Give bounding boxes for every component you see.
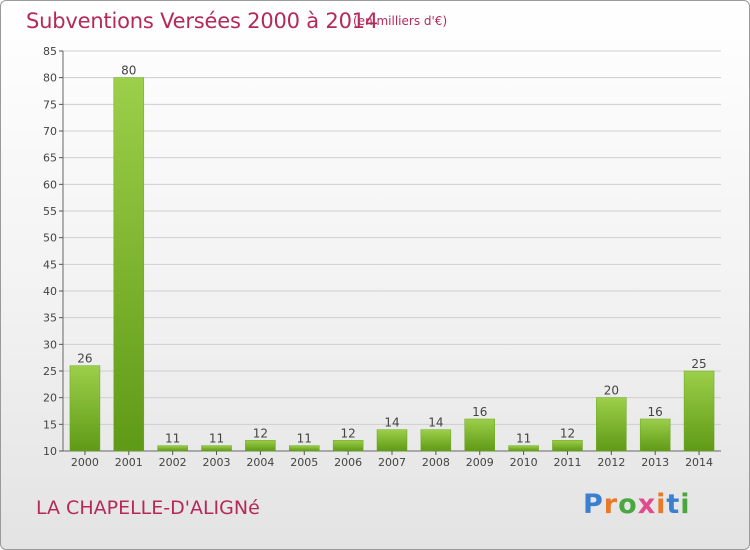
bar-2012 <box>596 397 627 452</box>
y-tick-label: 65 <box>43 152 57 165</box>
data-label-2004: 12 <box>253 426 268 440</box>
y-tick-label: 20 <box>43 392 57 405</box>
chart-unit-note: (en milliers d'€) <box>353 14 448 28</box>
data-label-2000: 26 <box>77 352 92 366</box>
x-tick-label-2008: 2008 <box>422 456 450 469</box>
bar-2014 <box>683 370 715 452</box>
logo-letter: i <box>680 489 691 520</box>
y-tick-label: 75 <box>43 98 57 111</box>
logo-letter: o <box>618 489 638 520</box>
data-label-2011: 12 <box>560 426 575 440</box>
x-tick-label-2007: 2007 <box>378 456 406 469</box>
bar-2007 <box>376 429 408 452</box>
logo-letter: x <box>637 489 657 520</box>
y-tick-label: 40 <box>43 285 57 298</box>
x-tick-label-2009: 2009 <box>466 456 494 469</box>
bar-2001 <box>113 77 145 452</box>
y-tick-label: 60 <box>43 178 57 191</box>
x-tick-label-2005: 2005 <box>290 456 318 469</box>
bar-2008 <box>420 429 452 452</box>
x-tick-label-2003: 2003 <box>203 456 231 469</box>
y-tick-label: 70 <box>43 125 57 138</box>
bar-2005 <box>289 445 320 452</box>
axes <box>62 51 721 452</box>
x-tick-label-2014: 2014 <box>685 456 713 469</box>
data-label-2008: 14 <box>428 416 443 430</box>
data-labels: 26 80 11 11 12 11 12 14 14 16 11 12 20 16 25 <box>77 64 706 446</box>
data-label-2001: 80 <box>121 64 136 78</box>
x-tick-label-2006: 2006 <box>334 456 362 469</box>
chart-title: Subventions Versées 2000 à 2014 <box>26 9 379 33</box>
y-tick-label: 25 <box>43 365 57 378</box>
x-tick-label-2002: 2002 <box>159 456 187 469</box>
logo-letter: i <box>656 489 667 520</box>
logo-letter: t <box>666 489 681 520</box>
grid-lines <box>63 50 721 452</box>
data-label-2010: 11 <box>516 432 531 446</box>
y-tick-label: 55 <box>43 205 57 218</box>
y-tick-label: 30 <box>43 338 57 351</box>
data-label-2014: 25 <box>691 357 706 371</box>
y-tick-label: 10 <box>43 445 57 458</box>
x-tick-label-2010: 2010 <box>510 456 538 469</box>
y-tick-label: 15 <box>43 418 57 431</box>
y-tick-label: 85 <box>43 45 57 58</box>
data-label-2006: 12 <box>340 426 355 440</box>
commune-name: LA CHAPELLE-D'ALIGNé <box>36 497 260 519</box>
bar-2013 <box>639 418 671 452</box>
data-label-2012: 20 <box>604 384 619 398</box>
bar-2002 <box>157 445 188 452</box>
data-label-2005: 11 <box>297 432 312 446</box>
logo-letter: P <box>583 489 604 520</box>
data-label-2007: 14 <box>384 416 399 430</box>
x-tick-labels: 2000 2001 2002 2003 2004 2005 2006 2007 2008 2009… <box>71 451 713 469</box>
y-tick-label: 80 <box>43 72 57 85</box>
x-tick-label-2011: 2011 <box>553 456 581 469</box>
y-tick-labels: 10 15 20 25 30 35 40 45 50 55 60 65 70 75 80 85 <box>43 45 63 458</box>
y-tick-label: 35 <box>43 312 57 325</box>
bar-2009 <box>464 418 495 452</box>
data-label-2013: 16 <box>648 405 663 419</box>
bars <box>69 77 715 452</box>
x-tick-label-2000: 2000 <box>71 456 99 469</box>
logo-letter: r <box>603 489 619 520</box>
bar-2003 <box>201 445 232 452</box>
x-tick-label-2001: 2001 <box>115 456 143 469</box>
data-label-2003: 11 <box>209 432 224 446</box>
data-label-2002: 11 <box>165 432 180 446</box>
bar-2004 <box>245 440 276 452</box>
y-tick-label: 50 <box>43 232 57 245</box>
bar-2006 <box>332 440 364 452</box>
data-label-2009: 16 <box>472 405 487 419</box>
proxiti-logo: Proxiti <box>583 489 691 520</box>
y-tick-label: 45 <box>43 258 57 271</box>
bar-2010 <box>508 445 539 452</box>
bar-2000 <box>69 365 101 452</box>
x-tick-label-2012: 2012 <box>597 456 625 469</box>
x-tick-label-2004: 2004 <box>246 456 274 469</box>
x-tick-label-2013: 2013 <box>641 456 669 469</box>
bar-2011 <box>552 440 583 452</box>
